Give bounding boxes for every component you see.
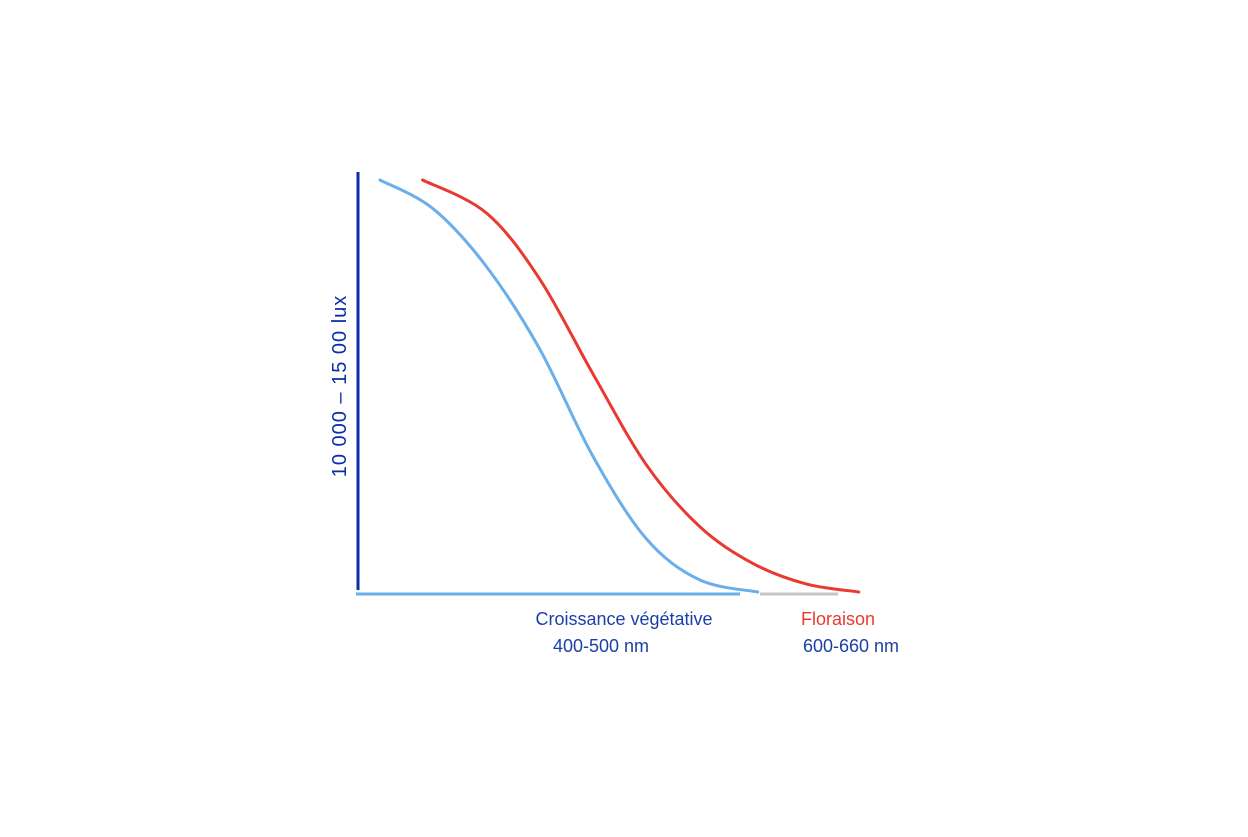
y-axis-label: 10 000 – 15 00 lux bbox=[329, 295, 351, 478]
series-label-croissance: Croissance végétative bbox=[535, 609, 712, 629]
series-layer bbox=[378, 178, 861, 594]
series-label-floraison: Floraison bbox=[801, 609, 875, 629]
series-sublabel-floraison: 600-660 nm bbox=[803, 636, 899, 656]
series-line-floraison bbox=[421, 178, 861, 594]
series-line-croissance bbox=[378, 178, 760, 594]
series-sublabel-croissance: 400-500 nm bbox=[553, 636, 649, 656]
